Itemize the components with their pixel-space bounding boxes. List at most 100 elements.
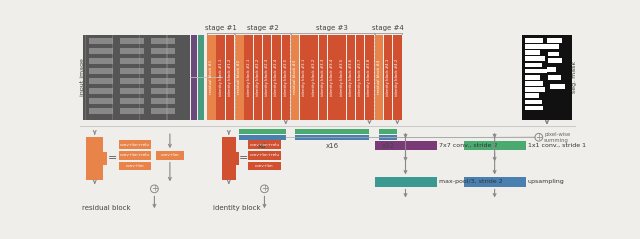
- Text: stage #1: stage #1: [205, 25, 237, 31]
- Bar: [525, 87, 545, 92]
- Text: input image: input image: [80, 58, 85, 96]
- Bar: [253, 35, 262, 120]
- Bar: [120, 68, 143, 74]
- Bar: [139, 35, 140, 120]
- Bar: [548, 58, 562, 63]
- Bar: [282, 35, 290, 120]
- Bar: [548, 52, 559, 56]
- Bar: [525, 63, 542, 67]
- Bar: [291, 35, 300, 120]
- Bar: [374, 35, 383, 120]
- Bar: [393, 35, 402, 120]
- Bar: [239, 129, 286, 134]
- Bar: [548, 75, 561, 80]
- Bar: [207, 35, 216, 120]
- Bar: [463, 177, 525, 186]
- Bar: [120, 48, 143, 54]
- Bar: [309, 35, 318, 120]
- Bar: [525, 38, 543, 43]
- Text: +: +: [261, 184, 268, 193]
- Bar: [328, 35, 337, 120]
- Bar: [151, 48, 175, 54]
- Text: identity block #3.5: identity block #3.5: [340, 59, 344, 96]
- Text: identity block #2.4: identity block #2.4: [275, 59, 278, 96]
- Bar: [244, 35, 253, 120]
- Bar: [198, 35, 204, 120]
- Bar: [319, 35, 327, 120]
- Bar: [156, 151, 184, 160]
- Bar: [525, 81, 543, 86]
- Bar: [120, 58, 143, 64]
- Bar: [191, 35, 197, 120]
- Bar: [166, 35, 168, 120]
- Bar: [222, 137, 236, 179]
- Bar: [90, 38, 113, 44]
- Bar: [90, 88, 113, 94]
- Text: 1x1 conv., stride 1: 1x1 conv., stride 1: [528, 143, 586, 148]
- Bar: [235, 35, 244, 120]
- Text: identity block #2.1: identity block #2.1: [246, 59, 251, 96]
- Bar: [120, 88, 143, 94]
- Text: identity block #4.2: identity block #4.2: [396, 59, 399, 96]
- Text: =: =: [108, 153, 117, 163]
- Text: identity block #2.3: identity block #2.3: [265, 59, 269, 96]
- Bar: [119, 151, 151, 160]
- Text: upsampling: upsampling: [528, 179, 564, 185]
- Text: x16: x16: [326, 143, 339, 149]
- Bar: [120, 98, 143, 104]
- Text: x8: x8: [258, 143, 267, 149]
- Text: identity block #3.2: identity block #3.2: [312, 59, 316, 96]
- Bar: [522, 35, 572, 120]
- Bar: [384, 35, 392, 120]
- Bar: [151, 88, 175, 94]
- Bar: [379, 129, 397, 134]
- Bar: [90, 48, 113, 54]
- Bar: [90, 68, 113, 74]
- Bar: [525, 99, 542, 104]
- Bar: [272, 35, 281, 120]
- Bar: [86, 137, 103, 179]
- Text: residual block #4: residual block #4: [377, 60, 381, 94]
- Text: identity block #4.1: identity block #4.1: [386, 59, 390, 96]
- Bar: [90, 78, 113, 84]
- Bar: [525, 69, 547, 73]
- Text: conv+bn+relu: conv+bn+relu: [120, 153, 150, 157]
- Bar: [547, 44, 559, 49]
- Bar: [83, 35, 190, 120]
- Text: identity block #3.1: identity block #3.1: [302, 59, 307, 96]
- Bar: [151, 38, 175, 44]
- Bar: [525, 75, 540, 80]
- Text: stage #4: stage #4: [372, 25, 404, 31]
- Bar: [356, 35, 364, 120]
- Bar: [151, 98, 175, 104]
- Text: identity block #2.5: identity block #2.5: [284, 59, 288, 96]
- Bar: [90, 98, 113, 104]
- Bar: [83, 35, 190, 120]
- Bar: [90, 58, 113, 64]
- Text: =: =: [239, 153, 248, 163]
- Bar: [347, 35, 355, 120]
- Text: identity block: identity block: [212, 205, 260, 211]
- Text: residual block #1: residual block #1: [209, 60, 213, 94]
- Bar: [151, 108, 175, 114]
- Text: identity block #2.2: identity block #2.2: [256, 59, 260, 96]
- Bar: [120, 38, 143, 44]
- Bar: [525, 56, 545, 61]
- Text: identity block #3.3: identity block #3.3: [321, 59, 325, 96]
- Bar: [550, 84, 565, 89]
- Bar: [216, 35, 225, 120]
- Bar: [151, 58, 175, 64]
- Bar: [300, 35, 308, 120]
- Bar: [525, 93, 539, 98]
- Bar: [295, 135, 369, 140]
- Text: identity block #3.6: identity block #3.6: [349, 59, 353, 96]
- Bar: [547, 67, 556, 72]
- Text: conv+bn+relu: conv+bn+relu: [120, 143, 150, 147]
- Bar: [463, 141, 525, 150]
- Text: x32: x32: [381, 143, 395, 149]
- Text: max-pool/3, stride 2: max-pool/3, stride 2: [439, 179, 502, 185]
- Text: conv+bn+relu: conv+bn+relu: [250, 143, 280, 147]
- Text: identity block #1.2: identity block #1.2: [228, 59, 232, 96]
- Bar: [151, 78, 175, 84]
- Bar: [239, 135, 286, 140]
